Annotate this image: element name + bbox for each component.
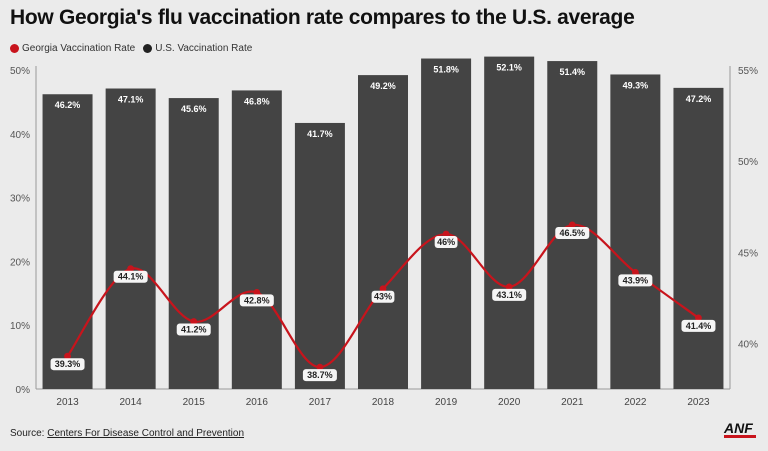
legend-item-georgia: Georgia Vaccination Rate xyxy=(10,43,135,54)
georgia-point xyxy=(695,314,702,322)
left-tick-label: 30% xyxy=(10,194,30,205)
right-tick-label: 45% xyxy=(738,248,758,259)
left-tick-label: 0% xyxy=(16,385,31,396)
legend-label-georgia: Georgia Vaccination Rate xyxy=(22,43,136,54)
x-tick-label: 2014 xyxy=(120,397,143,408)
source-prefix: Source: xyxy=(10,428,48,439)
us-bar-label: 47.1% xyxy=(118,95,144,105)
legend-swatch-georgia xyxy=(10,44,19,53)
georgia-label-bg xyxy=(302,369,337,382)
us-bar-label: 45.6% xyxy=(181,104,207,114)
source-note: Source: Centers For Disease Control and … xyxy=(10,428,244,439)
georgia-point xyxy=(64,352,71,360)
left-tick-label: 40% xyxy=(10,130,30,141)
us-bar xyxy=(673,87,724,389)
georgia-label-bg xyxy=(434,236,458,249)
georgia-point-label: 46.5% xyxy=(560,228,586,238)
georgia-point xyxy=(190,318,198,325)
logo-text: ANF xyxy=(723,420,753,436)
chart-title: How Georgia's flu vaccination rate compa… xyxy=(10,6,635,29)
us-bar-label: 51.4% xyxy=(560,67,586,77)
left-tick-label: 20% xyxy=(10,257,30,268)
x-tick-label: 2015 xyxy=(183,397,206,408)
us-bar-label: 46.2% xyxy=(55,100,81,110)
us-bar xyxy=(484,56,535,390)
us-bar xyxy=(358,75,408,389)
x-tick-label: 2016 xyxy=(246,397,269,408)
georgia-label-bg xyxy=(113,270,148,283)
georgia-point-label: 43% xyxy=(374,292,392,302)
right-tick-label: 55% xyxy=(738,66,758,77)
x-tick-label: 2023 xyxy=(687,397,710,408)
us-bar xyxy=(105,88,156,389)
us-bar xyxy=(42,94,93,389)
us-bar-label: 46.8% xyxy=(244,96,270,106)
right-tick-label: 50% xyxy=(738,157,758,168)
us-bar xyxy=(231,90,282,389)
x-tick-label: 2022 xyxy=(624,397,647,408)
us-bar-label: 47.2% xyxy=(686,94,712,104)
x-tick-label: 2021 xyxy=(561,397,584,408)
georgia-point xyxy=(127,265,135,273)
x-tick-label: 2019 xyxy=(435,397,458,408)
georgia-point-label: 38.7% xyxy=(307,370,333,380)
georgia-point xyxy=(379,285,387,293)
legend-swatch-us xyxy=(143,44,153,53)
georgia-point-label: 41.2% xyxy=(181,325,207,335)
georgia-point-label: 46% xyxy=(437,237,455,247)
georgia-label-bg xyxy=(681,319,716,332)
georgia-point-label: 44.1% xyxy=(118,272,144,282)
georgia-label-bg xyxy=(371,290,395,303)
georgia-point-label: 43.1% xyxy=(496,290,522,300)
left-tick-label: 10% xyxy=(10,321,30,332)
georgia-point-label: 41.4% xyxy=(686,321,712,331)
georgia-point xyxy=(253,288,261,296)
georgia-label-bg xyxy=(239,294,274,307)
left-tick-label: 50% xyxy=(10,66,30,77)
x-tick-label: 2020 xyxy=(498,397,521,408)
georgia-point xyxy=(505,283,513,291)
georgia-label-bg xyxy=(555,226,590,239)
georgia-point-label: 43.9% xyxy=(623,275,649,285)
us-bar-label: 41.7% xyxy=(307,129,333,139)
us-bar xyxy=(294,122,345,389)
anf-logo: ANF xyxy=(723,420,756,438)
us-bar-label: 51.8% xyxy=(433,65,459,75)
right-tick-label: 40% xyxy=(738,339,758,350)
x-tick-label: 2013 xyxy=(56,397,79,408)
legend: Georgia Vaccination Rate U.S. Vaccinatio… xyxy=(10,43,260,54)
georgia-point-label: 39.3% xyxy=(55,359,81,369)
legend-label-us: U.S. Vaccination Rate xyxy=(155,43,253,54)
georgia-point-label: 42.8% xyxy=(244,295,270,305)
x-tick-label: 2017 xyxy=(309,397,332,408)
georgia-point xyxy=(316,363,324,371)
georgia-point xyxy=(631,268,639,276)
georgia-point xyxy=(568,221,576,229)
us-bar xyxy=(421,58,472,390)
us-bar-label: 49.3% xyxy=(623,80,649,90)
x-tick-label: 2018 xyxy=(372,397,395,408)
us-bar-label: 52.1% xyxy=(496,63,522,73)
georgia-label-bg xyxy=(50,358,85,371)
us-bar xyxy=(610,74,661,389)
legend-item-us: U.S. Vaccination Rate xyxy=(143,43,252,54)
us-bar-label: 49.2% xyxy=(370,81,396,91)
georgia-label-bg xyxy=(618,274,653,287)
source-link[interactable]: Centers For Disease Control and Preventi… xyxy=(47,428,245,439)
georgia-label-bg xyxy=(176,323,211,336)
georgia-label-bg xyxy=(492,288,527,301)
us-bar xyxy=(168,98,219,390)
georgia-point xyxy=(442,230,450,238)
